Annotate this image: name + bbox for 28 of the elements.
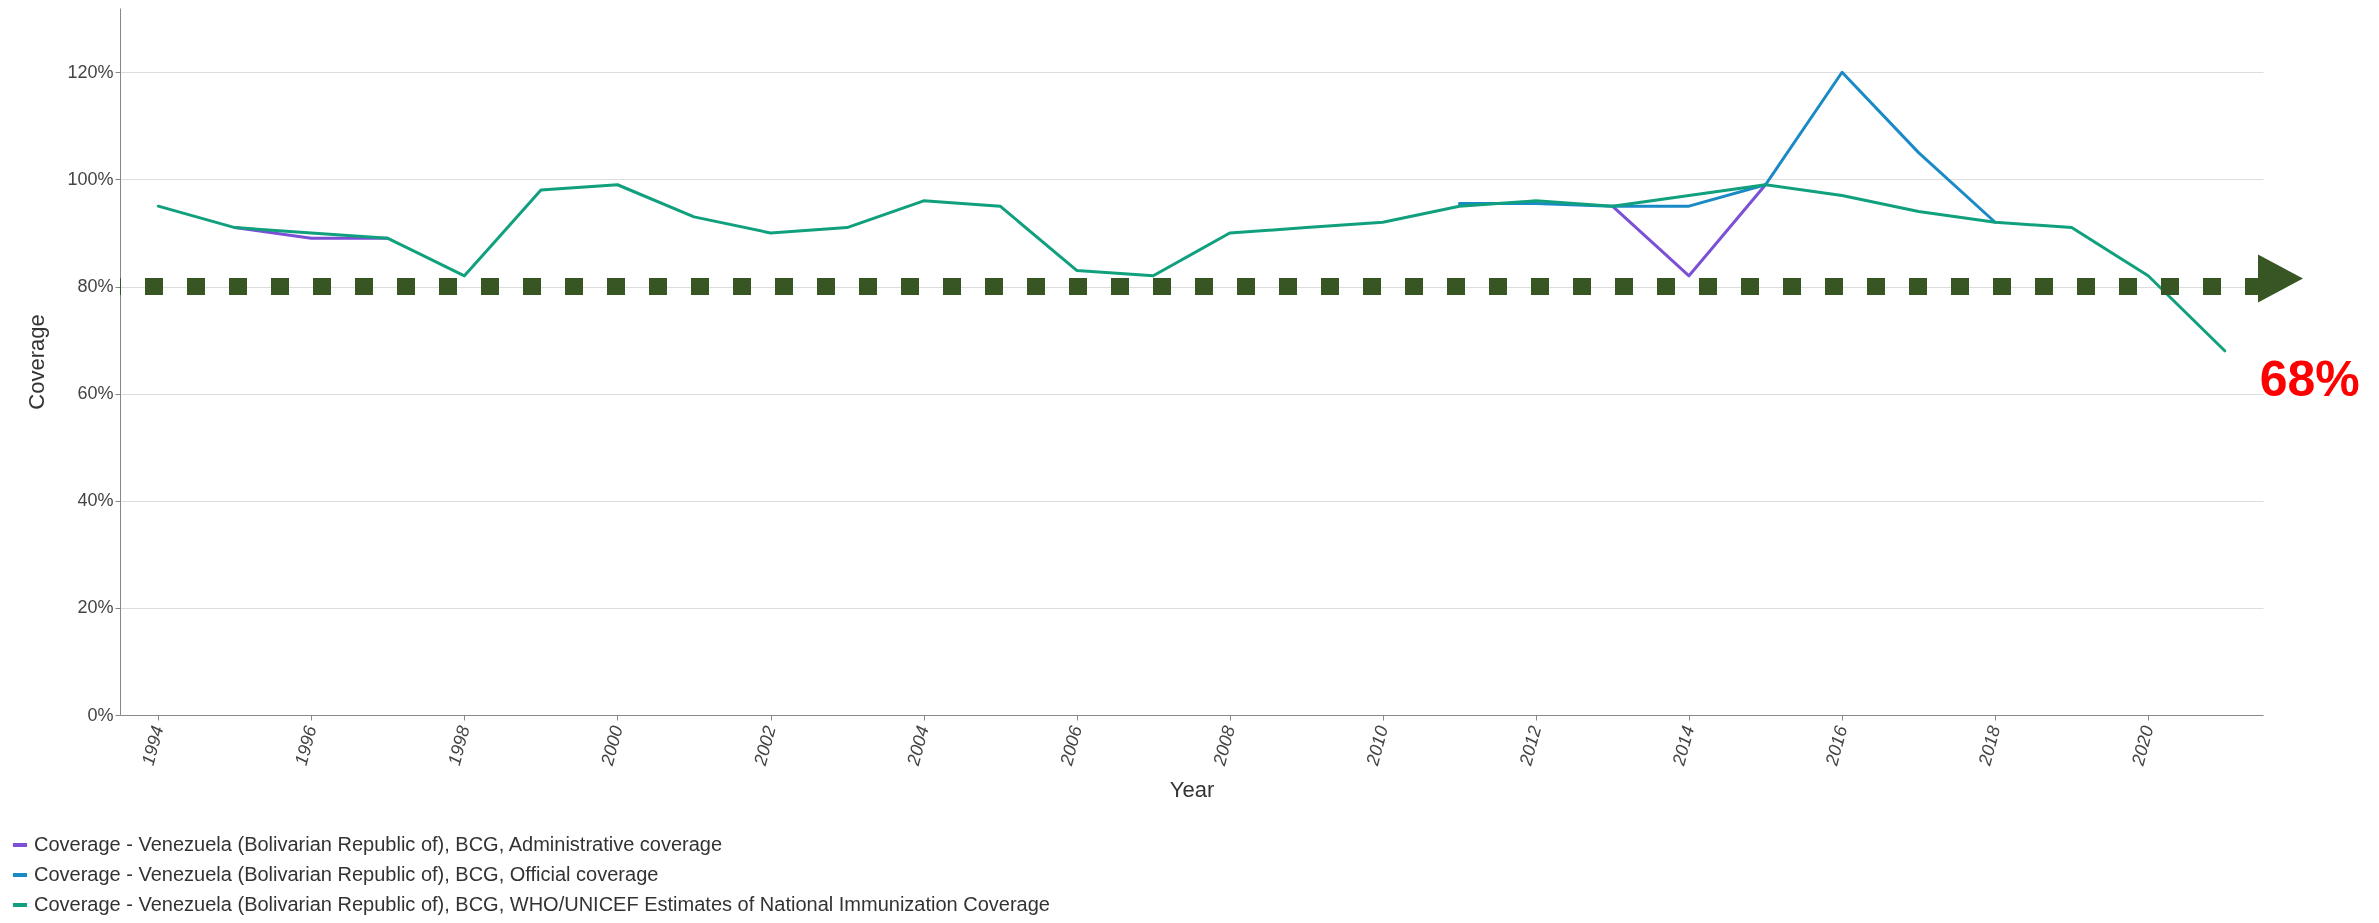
x-tick-label: 2016 — [1821, 722, 1852, 769]
x-tick-label: 2002 — [749, 723, 780, 769]
y-tick-label: 60% — [77, 383, 114, 404]
y-tick-label: 40% — [77, 490, 114, 511]
x-tick-label: 2004 — [902, 723, 933, 769]
x-tick-label: 2014 — [1668, 723, 1699, 769]
y-tick-label: 80% — [77, 276, 114, 297]
x-tick-label: 2000 — [596, 723, 627, 769]
legend-label: Coverage - Venezuela (Bolivarian Republic of), BCG, WHO/UNICEF Estimates of National Immunization Coverage — [34, 893, 1050, 915]
y-axis-title: Coverage — [24, 314, 50, 410]
y-tick-label: 100% — [67, 168, 114, 189]
legend-label: Coverage - Venezuela (Bolivarian Republic of), BCG, Administrative coverage — [34, 833, 723, 855]
x-axis-title: Year — [1169, 776, 1215, 802]
x-tick-label: 2006 — [1055, 722, 1087, 769]
y-tick-label: 0% — [87, 704, 114, 725]
annotation: 68% — [2259, 350, 2360, 407]
x-tick-label: 1994 — [137, 723, 168, 768]
x-tick-label: 2020 — [2127, 723, 2158, 769]
x-tick-label: 2008 — [1209, 723, 1239, 769]
x-tick-label: 2012 — [1515, 723, 1546, 769]
x-tick-label: 2010 — [1362, 723, 1393, 769]
y-tick-label: 20% — [77, 597, 114, 618]
y-tick-label: 120% — [67, 61, 114, 82]
line-series — [156, 183, 2227, 353]
x-tick-label: 1998 — [443, 723, 474, 768]
x-tick-label: 1996 — [290, 722, 321, 768]
legend-label: Coverage - Venezuela (Bolivarian Republic of), BCG, Official coverage — [34, 863, 659, 885]
x-tick-label: 2018 — [1974, 723, 2005, 769]
